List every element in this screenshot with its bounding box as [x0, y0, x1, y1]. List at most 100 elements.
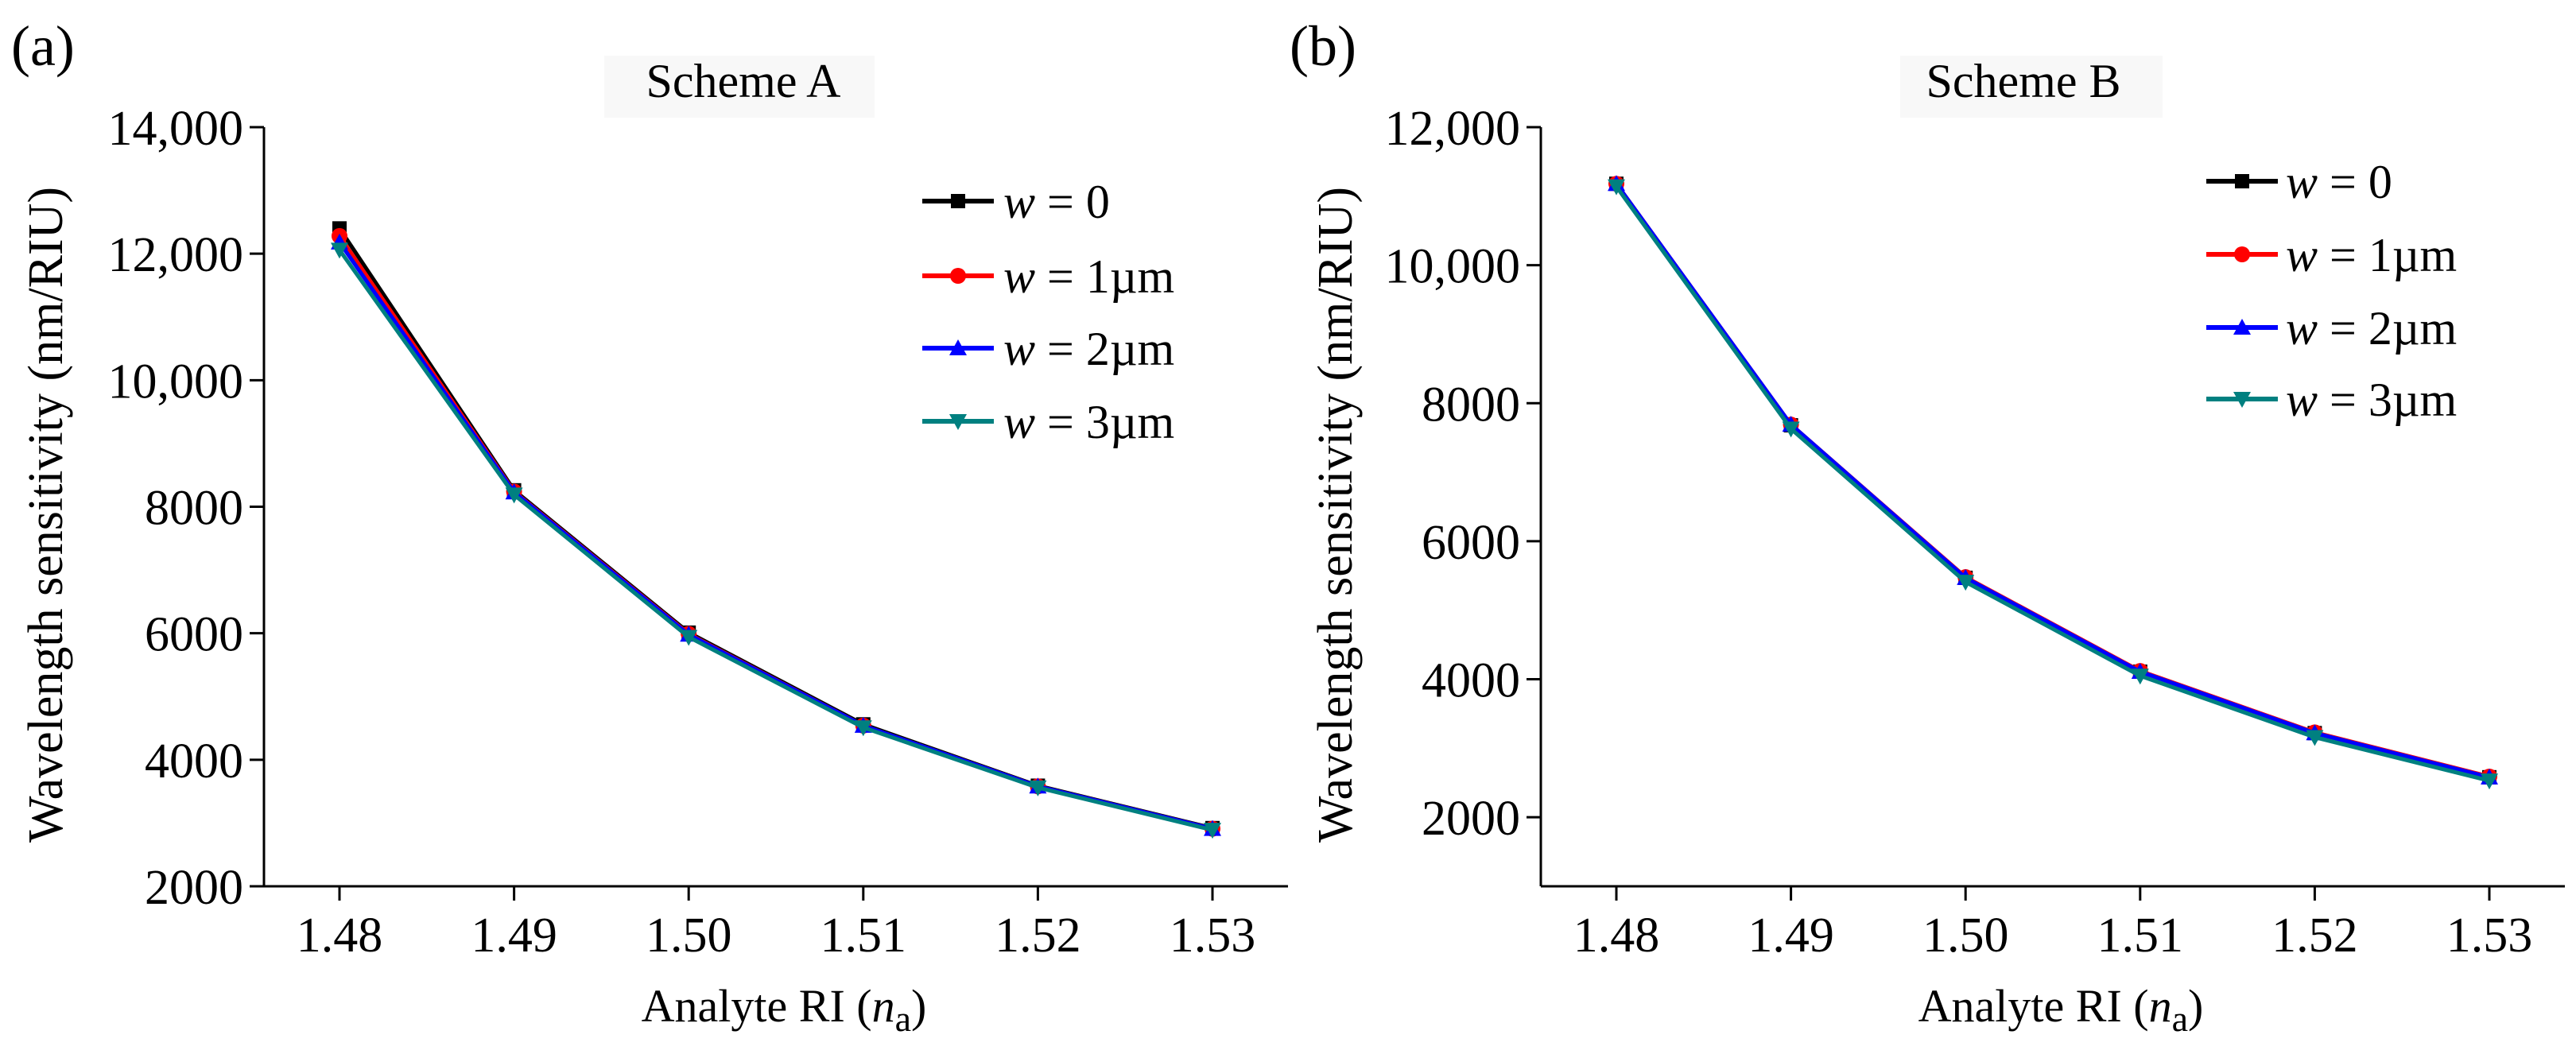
x-axis-title-main: Analyte RI ( — [1918, 980, 2149, 1032]
panel-label: (a) — [11, 14, 75, 78]
legend-item: w = 0 — [922, 176, 1110, 228]
x-tick-label: 1.52 — [995, 909, 1081, 963]
data-point — [2481, 773, 2498, 790]
data-point — [2131, 668, 2149, 685]
legend-label-var: w — [2286, 156, 2318, 208]
x-tick-label: 1.51 — [821, 909, 907, 963]
x-tick-label: 1.48 — [1573, 909, 1660, 963]
data-point — [331, 242, 348, 259]
legend-label-rest: = 2µm — [1035, 323, 1174, 375]
chart-panel-b: (b) Scheme B 2000 4000 6000 8000 10,000 12,000 1… — [1290, 14, 2565, 1039]
legend-label: w = 1µm — [1003, 250, 1174, 303]
legend-label-var: w — [1003, 176, 1035, 228]
data-point — [1029, 780, 1047, 796]
y-tick-label: 2000 — [145, 861, 243, 915]
chart-title: Scheme A — [646, 55, 841, 107]
x-axis-title-close: ) — [2188, 980, 2203, 1032]
x-tick-label: 1.50 — [1922, 909, 2009, 963]
legend-label: w = 2µm — [1003, 323, 1174, 375]
x-tick-label: 1.53 — [1170, 909, 1256, 963]
y-tick-label: 10,000 — [108, 355, 244, 409]
legend-marker — [949, 414, 967, 430]
legend-item: w = 1µm — [922, 250, 1174, 303]
y-tick-label: 6000 — [145, 608, 243, 662]
legend-marker — [950, 268, 966, 284]
legend-marker — [2234, 246, 2250, 262]
x-axis-title-sub: a — [895, 998, 911, 1039]
series-1 — [332, 227, 1220, 837]
y-tick-label: 8000 — [1422, 378, 1520, 432]
x-tick-label: 1.53 — [2446, 909, 2533, 963]
legend-label: w = 0 — [2286, 156, 2392, 208]
x-tick-label: 1.49 — [1748, 909, 1834, 963]
y-tick-label: 12,000 — [1385, 102, 1521, 156]
legend-label-rest: = 0 — [2318, 156, 2392, 208]
y-tick-label: 8000 — [145, 482, 243, 536]
series-3 — [331, 242, 1221, 839]
x-tick-label: 1.52 — [2271, 909, 2358, 963]
legend-label-var: w — [1003, 396, 1035, 448]
legend-label: w = 1µm — [2286, 229, 2457, 281]
data-point — [1204, 823, 1221, 839]
legend-label-rest: = 1µm — [2318, 229, 2457, 281]
x-axis-title: Analyte RI (na) — [642, 980, 927, 1039]
y-tick-label: 4000 — [145, 734, 243, 789]
title-box — [1900, 56, 2163, 118]
legend-label-rest: = 3µm — [2318, 374, 2457, 426]
y-tick-label: 10,000 — [1385, 240, 1521, 294]
x-axis-title-main: Analyte RI ( — [642, 980, 872, 1032]
legend-item: w = 2µm — [2206, 302, 2457, 355]
legend-label-rest: = 1µm — [1035, 250, 1174, 303]
legend-item: w = 2µm — [922, 323, 1174, 375]
legend-item: w = 1µm — [2206, 229, 2457, 281]
y-tick-label: 2000 — [1422, 792, 1520, 846]
panel-label: (b) — [1290, 14, 1356, 78]
x-axis-title-close: ) — [911, 980, 926, 1032]
legend-label: w = 0 — [1003, 176, 1110, 228]
legend-label-rest: = 2µm — [2318, 302, 2457, 355]
legend-label-var: w — [2286, 302, 2318, 355]
series-line — [337, 227, 1213, 831]
x-tick-label: 1.49 — [471, 909, 557, 963]
data-point — [1608, 179, 1625, 196]
x-axis-title-var: n — [872, 980, 895, 1032]
x-tick-label: 1.51 — [2097, 909, 2184, 963]
legend-label: w = 2µm — [2286, 302, 2457, 355]
legend-marker — [2233, 392, 2251, 408]
series-3 — [1608, 179, 2498, 790]
legend-item: w = 0 — [2206, 156, 2392, 208]
data-point — [1782, 421, 1800, 438]
series-line — [337, 248, 1213, 832]
legend-label-var: w — [2286, 374, 2318, 426]
chart-panel-a: (a) Scheme A 2000 4000 6000 8000 10,000 12,000 1… — [11, 14, 1288, 1039]
y-tick-label: 4000 — [1422, 654, 1520, 708]
y-axis-title: Wavelength sensitivity (nm/RIU) — [1309, 187, 1363, 843]
x-tick-label: 1.50 — [646, 909, 732, 963]
y-tick-label: 14,000 — [108, 102, 244, 156]
legend-label-var: w — [1003, 323, 1035, 375]
data-point — [854, 720, 872, 737]
y-tick-label: 6000 — [1422, 516, 1520, 570]
legend-marker — [2235, 174, 2249, 188]
chart-title: Scheme B — [1926, 55, 2121, 107]
legend-marker — [2233, 319, 2251, 335]
legend-label-rest: = 3µm — [1035, 396, 1174, 448]
legend-label-rest: = 0 — [1035, 176, 1110, 228]
legend-label: w = 3µm — [2286, 374, 2457, 426]
title-box — [604, 56, 875, 118]
legend-label-var: w — [2286, 229, 2318, 281]
legend-item: w = 3µm — [2206, 374, 2457, 426]
y-axis-title: Wavelength sensitivity (nm/RIU) — [19, 187, 73, 843]
legend-label-var: w — [1003, 250, 1035, 303]
y-tick-label: 12,000 — [108, 228, 244, 282]
series-line — [1614, 182, 2490, 780]
legend-item: w = 3µm — [922, 396, 1174, 448]
data-point — [505, 487, 523, 504]
legend-label: w = 3µm — [1003, 396, 1174, 448]
x-axis-title-sub: a — [2172, 998, 2188, 1039]
series-0 — [332, 221, 1220, 835]
data-point — [2306, 730, 2324, 746]
